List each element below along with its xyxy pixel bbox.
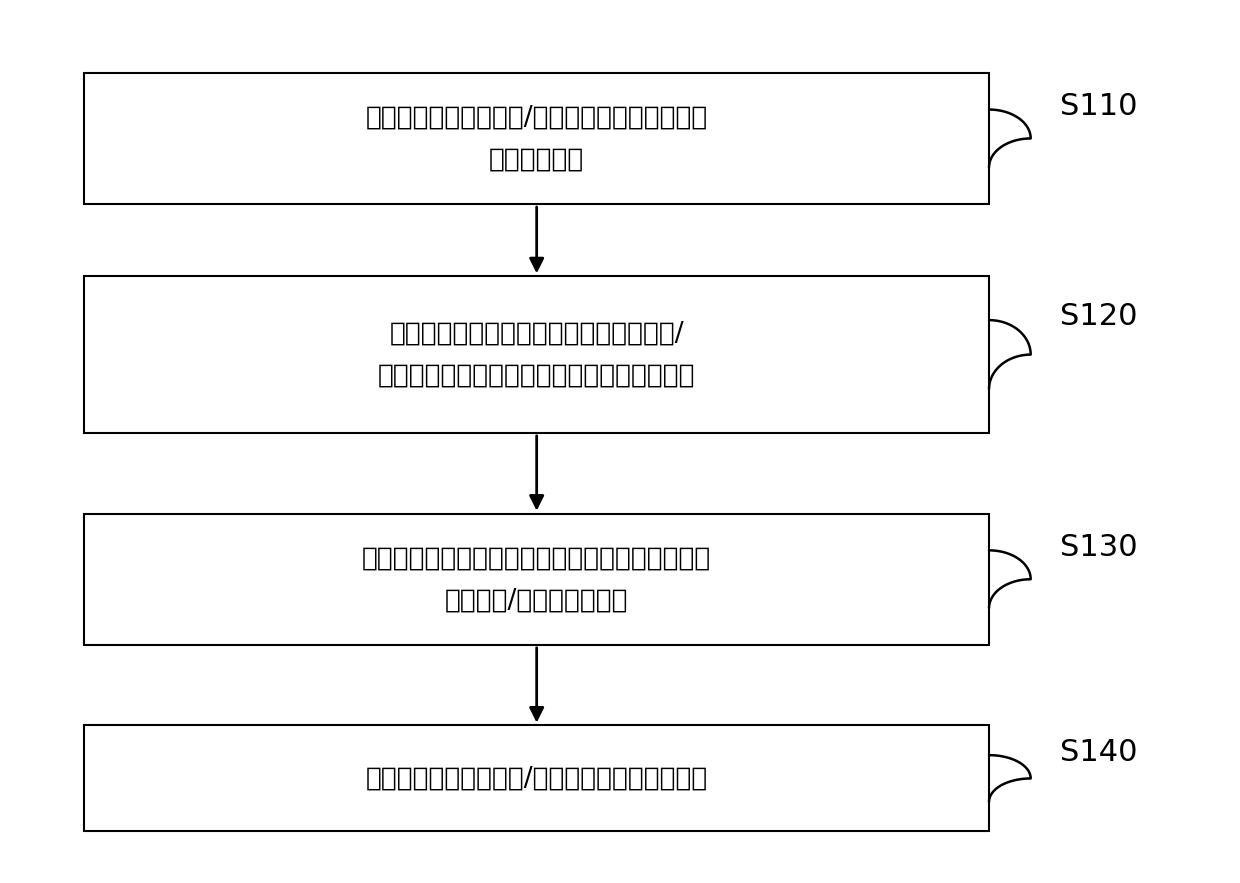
FancyBboxPatch shape bbox=[84, 72, 990, 204]
Text: S140: S140 bbox=[1060, 738, 1138, 767]
FancyBboxPatch shape bbox=[84, 276, 990, 433]
Text: S130: S130 bbox=[1060, 533, 1138, 562]
Text: S110: S110 bbox=[1060, 92, 1138, 121]
Text: 根据接收的各拥堵检测器的状态信息，判断停车场
的出口和/或入口是否拥堵: 根据接收的各拥堵检测器的状态信息，判断停车场 的出口和/或入口是否拥堵 bbox=[362, 545, 712, 614]
FancyBboxPatch shape bbox=[84, 514, 990, 645]
Text: 通过通讯连接，接收安装于停车场出口和/
或入口的多个拥堵检测器分别发送的状态信息: 通过通讯连接，接收安装于停车场出口和/ 或入口的多个拥堵检测器分别发送的状态信息 bbox=[378, 321, 696, 389]
FancyBboxPatch shape bbox=[84, 726, 990, 832]
Text: S120: S120 bbox=[1060, 302, 1138, 331]
Text: 若判断停车场的出口和/或入口拥堵，则进行预警: 若判断停车场的出口和/或入口拥堵，则进行预警 bbox=[366, 766, 708, 791]
Text: 与安装于停车场出口和/或入口的多个拥堵检测器
建立通讯连接: 与安装于停车场出口和/或入口的多个拥堵检测器 建立通讯连接 bbox=[366, 104, 708, 172]
